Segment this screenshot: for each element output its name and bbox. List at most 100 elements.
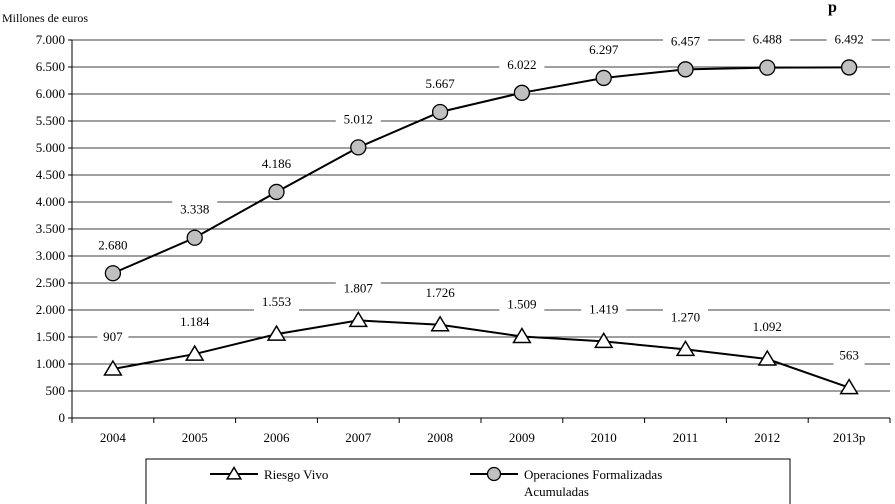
x-tick-label: 2011 [673,430,699,445]
data-label: 6.492 [834,31,863,46]
data-label: 1.509 [507,297,536,312]
data-label: 6.022 [507,57,536,72]
data-label: 5.012 [344,111,373,126]
data-label-bg [90,236,136,255]
data-point [513,84,531,101]
data-label: 2.680 [98,237,127,252]
axes: 0 500 1.000 1.500 2.000 2.500 3.000 3.500 4.000 4… [36,32,891,445]
data-label-bg [254,154,299,173]
data-label: 1.270 [671,309,700,324]
x-tick-label: 2012 [754,430,780,445]
data-point [186,229,203,246]
data-label-bg [581,40,627,59]
data-label-bg [833,346,865,365]
data-label-bg [581,300,627,319]
series-line [112,66,850,275]
y-tick-label: 3.500 [36,221,65,236]
data-point [350,139,367,156]
data-label-bg [417,283,463,302]
legend-label: Acumuladas [524,484,589,499]
data-point [759,59,776,76]
legend-label: Riesgo Vivo [264,467,328,482]
data-label-bg [254,293,299,312]
data-point [839,378,859,395]
x-tick-label: 2010 [591,430,617,445]
data-label: 6.488 [753,32,782,47]
x-tick-label: 2009 [509,430,535,445]
data-label: 1.726 [425,285,455,300]
data-label-bg [499,55,545,74]
data-label-bg [97,328,129,347]
data-label: 907 [103,329,123,344]
data-label-bg [744,318,790,337]
data-point [840,59,858,76]
legend-label: Operaciones Formalizadas [524,467,662,482]
y-tick-label: 500 [46,383,66,398]
y-tick-label: 5.000 [36,140,65,155]
data-label: 6.457 [671,33,701,48]
y-tick-label: 0 [59,410,66,425]
data-point [675,339,696,357]
x-tick-label: 2005 [182,430,208,445]
data-point [348,310,369,328]
legend-box [145,458,791,504]
data-label: 1.184 [180,314,210,329]
data-label-bg [172,313,218,332]
data-label: 1.419 [589,301,618,316]
data-label: 1.553 [262,294,291,309]
x-tick-label: 2007 [345,430,372,445]
y-tick-label: 5.500 [36,113,65,128]
legend-marker [486,466,502,482]
y-tick-label: 3.000 [36,248,65,263]
data-label-bg [826,30,872,49]
data-label-bg [744,30,790,49]
data-point [430,315,450,332]
data-point [431,103,449,121]
data-point [266,324,287,341]
data-label-bg [499,295,545,314]
data-point [593,331,614,349]
data-label: 563 [839,348,859,363]
x-tick-label: 2004 [100,430,127,445]
data-point [104,265,122,282]
y-tick-label: 1.500 [36,329,65,344]
x-tick-label: 2006 [264,430,291,445]
y-tick-label: 2.000 [36,302,65,317]
data-label-bg [335,279,381,298]
data-label: 1.092 [753,319,782,334]
data-point [757,349,778,366]
y-tick-label: 4.500 [36,167,65,182]
y-tick-label: 1.000 [36,356,65,371]
data-point [595,69,612,87]
data-point [103,359,123,376]
data-point [268,183,285,201]
y-tick-label: 4.000 [36,194,65,209]
data-point [184,344,205,361]
chart-title-fragment: p [828,0,837,16]
data-label-bg [172,200,218,219]
data-label: 6.297 [589,42,619,57]
series-line [112,319,850,389]
data-label-bg [663,32,708,51]
y-tick-label: 6.000 [36,86,65,101]
y-tick-label: 6.500 [36,59,65,74]
data-label-bg [335,110,381,129]
x-tick-label: 2013p [833,430,866,445]
series: 907 1.184 1.553 1.807 1.726 1.509 1.419 1.270 1.… [90,30,872,395]
data-label: 3.338 [180,202,209,217]
y-tick-label: 7.000 [36,32,65,47]
data-label-bg [417,74,463,93]
legend: Riesgo Vivo Operaciones Formalizadas Acumu… [145,458,791,504]
series-riesgo-vivo: 907 1.184 1.553 1.807 1.726 1.509 1.419 1.270 1.… [97,279,865,395]
data-point [512,327,532,344]
legend-marker [225,466,243,480]
data-label: 5.667 [425,76,455,91]
y-axis-label: Millones de euros [2,11,88,25]
data-point [677,61,694,78]
data-label: 1.807 [344,280,374,295]
y-tick-label: 2.500 [36,275,65,290]
x-tick-label: 2008 [427,430,453,445]
data-label: 4.186 [262,156,292,171]
